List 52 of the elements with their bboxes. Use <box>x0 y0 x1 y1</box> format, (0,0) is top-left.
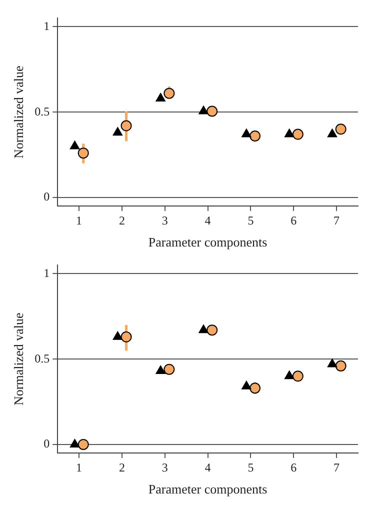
point <box>198 324 208 334</box>
point <box>250 130 261 142</box>
y-axis-title: Normalized value <box>11 65 26 158</box>
x-tick-label: 1 <box>76 213 82 228</box>
point <box>112 127 123 136</box>
point <box>70 438 80 448</box>
point <box>206 324 218 336</box>
y-tick-label: 0 <box>44 436 50 451</box>
x-tick-label: 2 <box>118 213 125 228</box>
x-tick-label: 7 <box>334 213 340 228</box>
y-tick-label: 0 <box>44 190 50 204</box>
point <box>284 370 294 380</box>
point <box>284 128 294 138</box>
y-tick-label: 0.5 <box>34 351 50 366</box>
point <box>156 366 166 374</box>
point <box>242 380 252 390</box>
point <box>120 331 132 342</box>
point <box>250 382 261 394</box>
point <box>292 128 304 140</box>
x-tick-label: 4 <box>204 213 211 228</box>
x-tick-label: 6 <box>290 460 297 474</box>
y-axis-title: Normalized value <box>11 312 26 406</box>
point <box>292 370 304 382</box>
x-tick-label: 3 <box>162 460 168 474</box>
point <box>78 148 89 159</box>
x-tick-label: 2 <box>118 460 125 474</box>
point <box>78 438 89 450</box>
y-tick-label: 1 <box>44 18 50 33</box>
point <box>156 92 166 102</box>
y-tick-label: 1 <box>44 266 50 280</box>
x-tick-label: 1 <box>76 460 82 474</box>
point <box>206 106 218 117</box>
point <box>327 128 338 138</box>
x-tick-label: 4 <box>204 460 211 474</box>
x-tick-label: 6 <box>290 213 297 228</box>
point <box>335 360 346 372</box>
point <box>327 358 338 368</box>
point <box>70 140 80 150</box>
x-axis-title: Parameter components <box>148 234 268 250</box>
point <box>164 364 175 375</box>
point <box>164 88 175 99</box>
point <box>335 124 346 135</box>
point <box>198 106 208 114</box>
point <box>242 128 252 138</box>
x-tick-label: 7 <box>334 460 340 474</box>
x-tick-label: 5 <box>248 460 254 474</box>
point <box>112 331 123 340</box>
x-tick-label: 3 <box>162 213 168 228</box>
point <box>120 120 132 132</box>
y-tick-label: 0.5 <box>34 104 50 118</box>
x-tick-label: 5 <box>248 213 254 228</box>
x-axis-title: Parameter components <box>148 482 268 497</box>
